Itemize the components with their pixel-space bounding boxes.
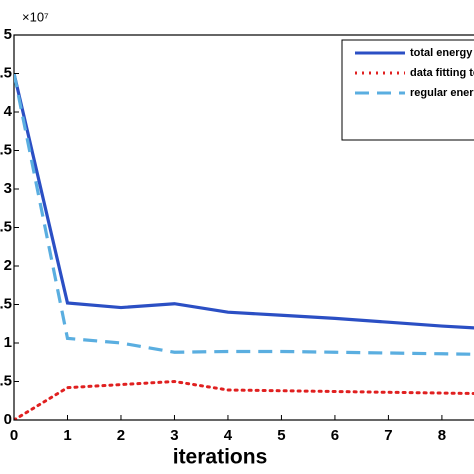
legend-label: total energy [410, 47, 473, 59]
y-tick-label: 2.5 [0, 218, 12, 235]
x-tick-label: 2 [117, 427, 125, 444]
x-tick-label: 6 [331, 427, 339, 444]
y-tick-label: 2 [4, 257, 12, 274]
y-tick-label: 4 [4, 103, 13, 120]
line-series [14, 73, 474, 356]
legend-label: data fitting term [410, 67, 474, 79]
x-tick-label: 4 [224, 427, 233, 444]
legend-box [341, 39, 474, 141]
x-axis-label: iterations [173, 446, 268, 469]
y-tick-label: 3.5 [0, 141, 12, 158]
y-tick-label: 4.5 [0, 64, 12, 81]
y-tick-label: 1.5 [0, 295, 12, 312]
line-series [14, 379, 474, 420]
legend-label: regular energy term [410, 87, 474, 99]
x-tick-label: 8 [438, 427, 446, 444]
offset-text: ×10⁷ [22, 9, 49, 24]
x-tick-label: 3 [170, 427, 178, 444]
x-tick-label: 1 [63, 427, 71, 444]
line-series [14, 73, 474, 330]
y-tick-label: 0.5 [0, 372, 12, 389]
x-tick-label: 0 [10, 427, 18, 444]
y-tick-label: 1 [4, 334, 12, 351]
x-tick-label: 7 [384, 427, 392, 444]
y-tick-label: 5 [4, 26, 12, 43]
y-tick-label: 0 [4, 411, 12, 428]
x-tick-label: 5 [277, 427, 285, 444]
y-tick-label: 3 [4, 180, 12, 197]
